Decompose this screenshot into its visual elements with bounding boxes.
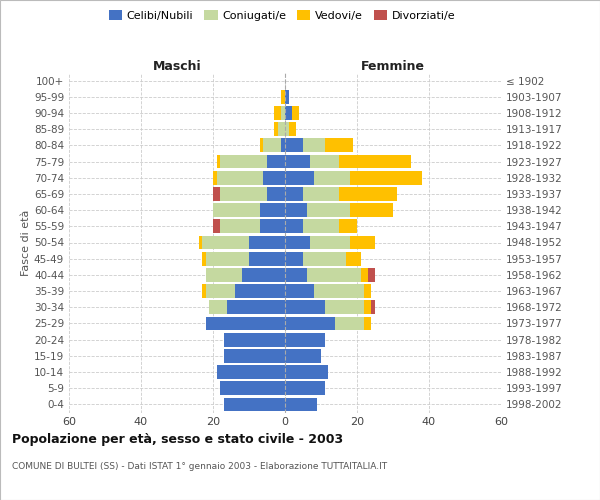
Bar	[206, 284, 235, 298]
Bar	[202, 236, 249, 250]
Bar	[260, 203, 285, 217]
Bar	[339, 220, 357, 233]
Bar	[325, 300, 364, 314]
Bar	[285, 154, 310, 168]
Bar	[285, 252, 303, 266]
Bar	[285, 349, 321, 362]
Bar	[281, 90, 285, 104]
Bar	[292, 106, 299, 120]
Bar	[285, 236, 310, 250]
Bar	[303, 220, 339, 233]
Bar	[364, 284, 371, 298]
Bar	[285, 203, 307, 217]
Bar	[371, 300, 375, 314]
Bar	[249, 236, 285, 250]
Bar	[314, 284, 364, 298]
Bar	[199, 236, 202, 250]
Bar	[307, 203, 350, 217]
Bar	[281, 138, 285, 152]
Bar	[364, 316, 371, 330]
Bar	[263, 171, 285, 184]
Bar	[217, 154, 220, 168]
Bar	[206, 268, 242, 282]
Bar	[242, 268, 285, 282]
Bar	[285, 268, 307, 282]
Bar	[213, 187, 220, 201]
Bar	[249, 252, 285, 266]
Text: COMUNE DI BULTEI (SS) - Dati ISTAT 1° gennaio 2003 - Elaborazione TUTTAITALIA.IT: COMUNE DI BULTEI (SS) - Dati ISTAT 1° ge…	[12, 462, 387, 471]
Bar	[267, 154, 285, 168]
Bar	[289, 122, 296, 136]
Bar	[217, 365, 285, 379]
Bar	[307, 268, 361, 282]
Bar	[285, 106, 292, 120]
Bar	[285, 365, 328, 379]
Bar	[310, 236, 350, 250]
Bar	[285, 220, 303, 233]
Bar	[202, 284, 206, 298]
Bar	[310, 154, 339, 168]
Bar	[220, 154, 267, 168]
Bar	[285, 316, 335, 330]
Bar	[361, 268, 368, 282]
Bar	[346, 252, 361, 266]
Bar	[285, 333, 325, 346]
Bar	[224, 349, 285, 362]
Bar	[303, 187, 339, 201]
Text: Femmine: Femmine	[361, 60, 425, 72]
Text: Maschi: Maschi	[152, 60, 202, 72]
Bar	[235, 284, 285, 298]
Bar	[303, 252, 346, 266]
Legend: Celibi/Nubili, Coniugati/e, Vedovi/e, Divorziati/e: Celibi/Nubili, Coniugati/e, Vedovi/e, Di…	[106, 8, 458, 24]
Bar	[217, 171, 263, 184]
Bar	[285, 90, 289, 104]
Text: Popolazione per età, sesso e stato civile - 2003: Popolazione per età, sesso e stato civil…	[12, 432, 343, 446]
Bar	[274, 122, 278, 136]
Bar	[285, 300, 325, 314]
Y-axis label: Fasce di età: Fasce di età	[21, 210, 31, 276]
Bar	[285, 122, 289, 136]
Bar	[285, 187, 303, 201]
Bar	[314, 171, 350, 184]
Bar	[350, 236, 375, 250]
Bar	[209, 300, 227, 314]
Bar	[335, 316, 364, 330]
Bar	[325, 138, 353, 152]
Bar	[339, 187, 397, 201]
Bar	[206, 316, 285, 330]
Bar	[206, 252, 249, 266]
Bar	[202, 252, 206, 266]
Bar	[213, 220, 220, 233]
Bar	[285, 284, 314, 298]
Bar	[364, 300, 371, 314]
Bar	[303, 138, 325, 152]
Bar	[285, 138, 303, 152]
Bar	[220, 382, 285, 395]
Bar	[224, 333, 285, 346]
Bar	[260, 220, 285, 233]
Bar	[278, 122, 285, 136]
Bar	[267, 187, 285, 201]
Bar	[263, 138, 281, 152]
Bar	[220, 187, 267, 201]
Bar	[350, 171, 422, 184]
Bar	[285, 171, 314, 184]
Bar	[274, 106, 281, 120]
Bar	[285, 398, 317, 411]
Bar	[285, 382, 325, 395]
Bar	[227, 300, 285, 314]
Bar	[339, 154, 411, 168]
Bar	[368, 268, 375, 282]
Bar	[220, 220, 260, 233]
Bar	[350, 203, 393, 217]
Bar	[213, 203, 260, 217]
Bar	[281, 106, 285, 120]
Bar	[213, 171, 217, 184]
Bar	[260, 138, 263, 152]
Bar	[224, 398, 285, 411]
